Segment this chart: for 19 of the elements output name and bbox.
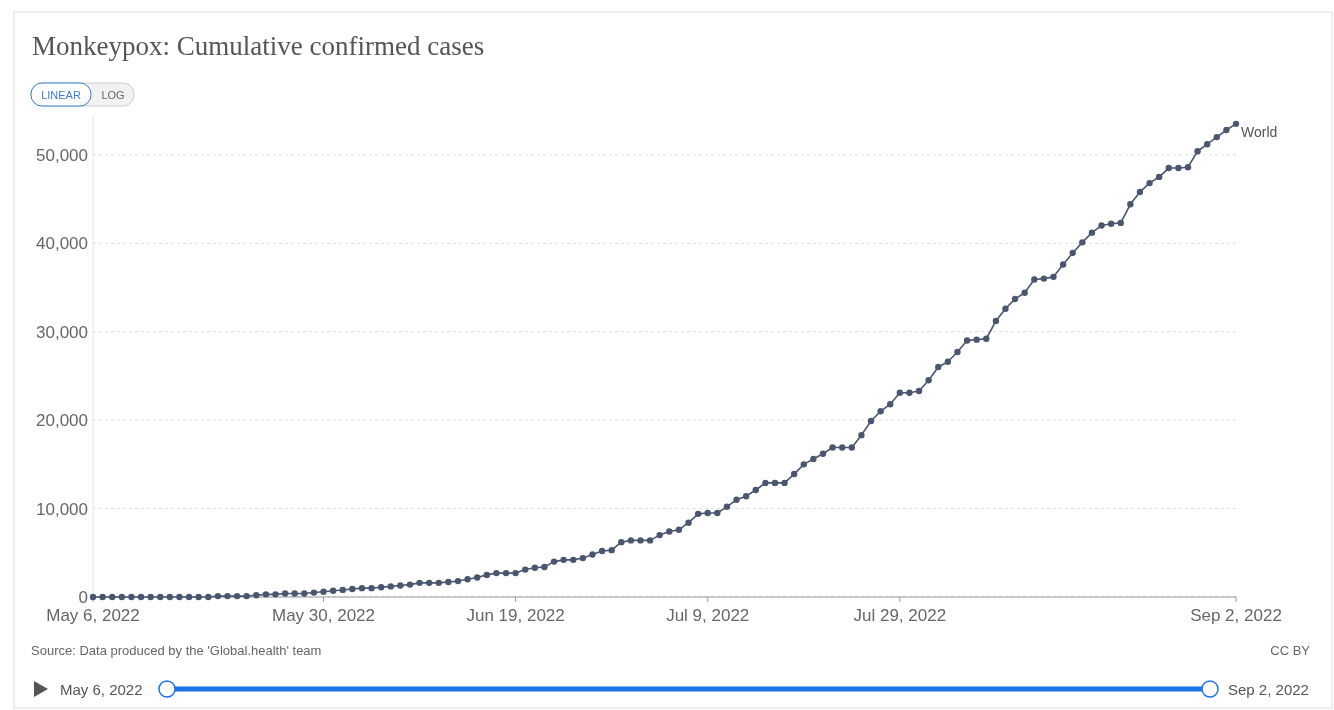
chart-title: Monkeypox: Cumulative confirmed cases bbox=[32, 31, 485, 61]
series-label: World bbox=[1241, 123, 1278, 140]
y-tick-label: 20,000 bbox=[36, 411, 88, 431]
scale-toggle: LINEAR LOG bbox=[30, 82, 135, 107]
x-tick-label: Sep 2, 2022 bbox=[1190, 606, 1282, 625]
y-tick-label: 0 bbox=[78, 588, 88, 607]
y-tick-label: 40,000 bbox=[36, 234, 88, 254]
y-tick-label: 10,000 bbox=[36, 499, 88, 519]
text: Sep 2, 2022 bbox=[1228, 681, 1309, 698]
x-tick-label: Jul 9, 2022 bbox=[666, 606, 750, 625]
y-tick-label: 30,000 bbox=[36, 322, 88, 342]
x-tick-label: Jul 29, 2022 bbox=[853, 606, 947, 625]
x-tick-label: May 30, 2022 bbox=[272, 606, 376, 625]
text: CC BY bbox=[1270, 643, 1311, 658]
text: May 6, 2022 bbox=[60, 681, 143, 698]
y-tick-label: 50,000 bbox=[36, 145, 88, 165]
x-tick-label: May 6, 2022 bbox=[46, 606, 140, 625]
x-tick-label: Jun 19, 2022 bbox=[466, 606, 565, 625]
source-note: Source: Data produced by the 'Global.health' team bbox=[31, 643, 322, 658]
